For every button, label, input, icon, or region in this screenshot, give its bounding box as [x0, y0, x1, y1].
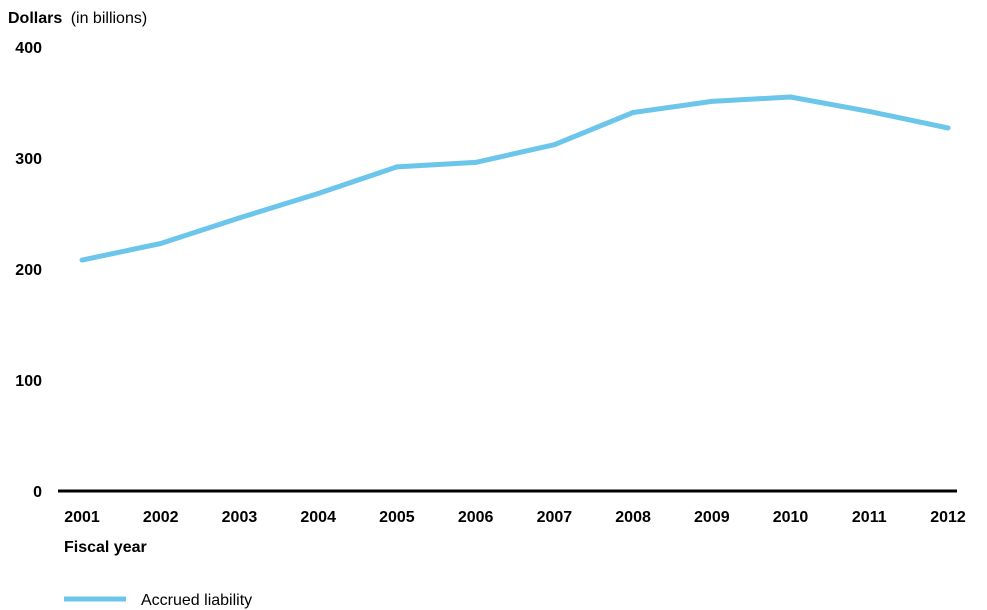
y-tick-label: 100 [15, 373, 42, 390]
legend-label: Accrued liability [141, 592, 252, 609]
data-point [473, 159, 479, 165]
legend: Accrued liability [64, 592, 252, 609]
x-tick-label: 2008 [615, 509, 651, 526]
y-axis-ticks: 0 100 200 300 400 [15, 40, 42, 501]
x-axis-ticks: 2001 2002 2003 2004 2005 2006 2007 2008 2009 2010… [64, 509, 966, 526]
x-axis-title: Fiscal year [64, 539, 147, 556]
data-point [866, 108, 872, 114]
data-point [236, 215, 242, 221]
data-point [158, 240, 164, 246]
x-tick-label: 2010 [773, 509, 809, 526]
x-tick-label: 2001 [64, 509, 100, 526]
data-point [945, 125, 951, 131]
x-tick-label: 2009 [694, 509, 730, 526]
x-tick-label: 2005 [379, 509, 415, 526]
y-tick-label: 300 [15, 151, 42, 168]
data-point [79, 257, 85, 263]
x-tick-label: 2011 [852, 509, 887, 526]
series-line [81, 94, 949, 263]
x-tick-label: 2007 [537, 509, 573, 526]
data-point [315, 191, 321, 197]
y-tick-label: 200 [15, 262, 42, 279]
data-point [551, 142, 557, 148]
data-point [630, 109, 636, 115]
y-axis-title-main: Dollars [8, 10, 62, 27]
data-point [788, 94, 794, 100]
data-point [709, 98, 715, 104]
x-tick-label: 2003 [222, 509, 258, 526]
y-tick-label: 400 [15, 40, 42, 57]
x-tick-label: 2002 [143, 509, 179, 526]
x-tick-label: 2012 [930, 509, 966, 526]
y-axis-title: Dollars (in billions) [8, 10, 147, 27]
series-layer [79, 94, 951, 263]
y-axis-title-sub: (in billions) [71, 10, 147, 27]
x-tick-label: 2004 [300, 509, 336, 526]
y-tick-label: 0 [33, 484, 42, 501]
data-point [394, 164, 400, 170]
x-tick-label: 2006 [458, 509, 494, 526]
